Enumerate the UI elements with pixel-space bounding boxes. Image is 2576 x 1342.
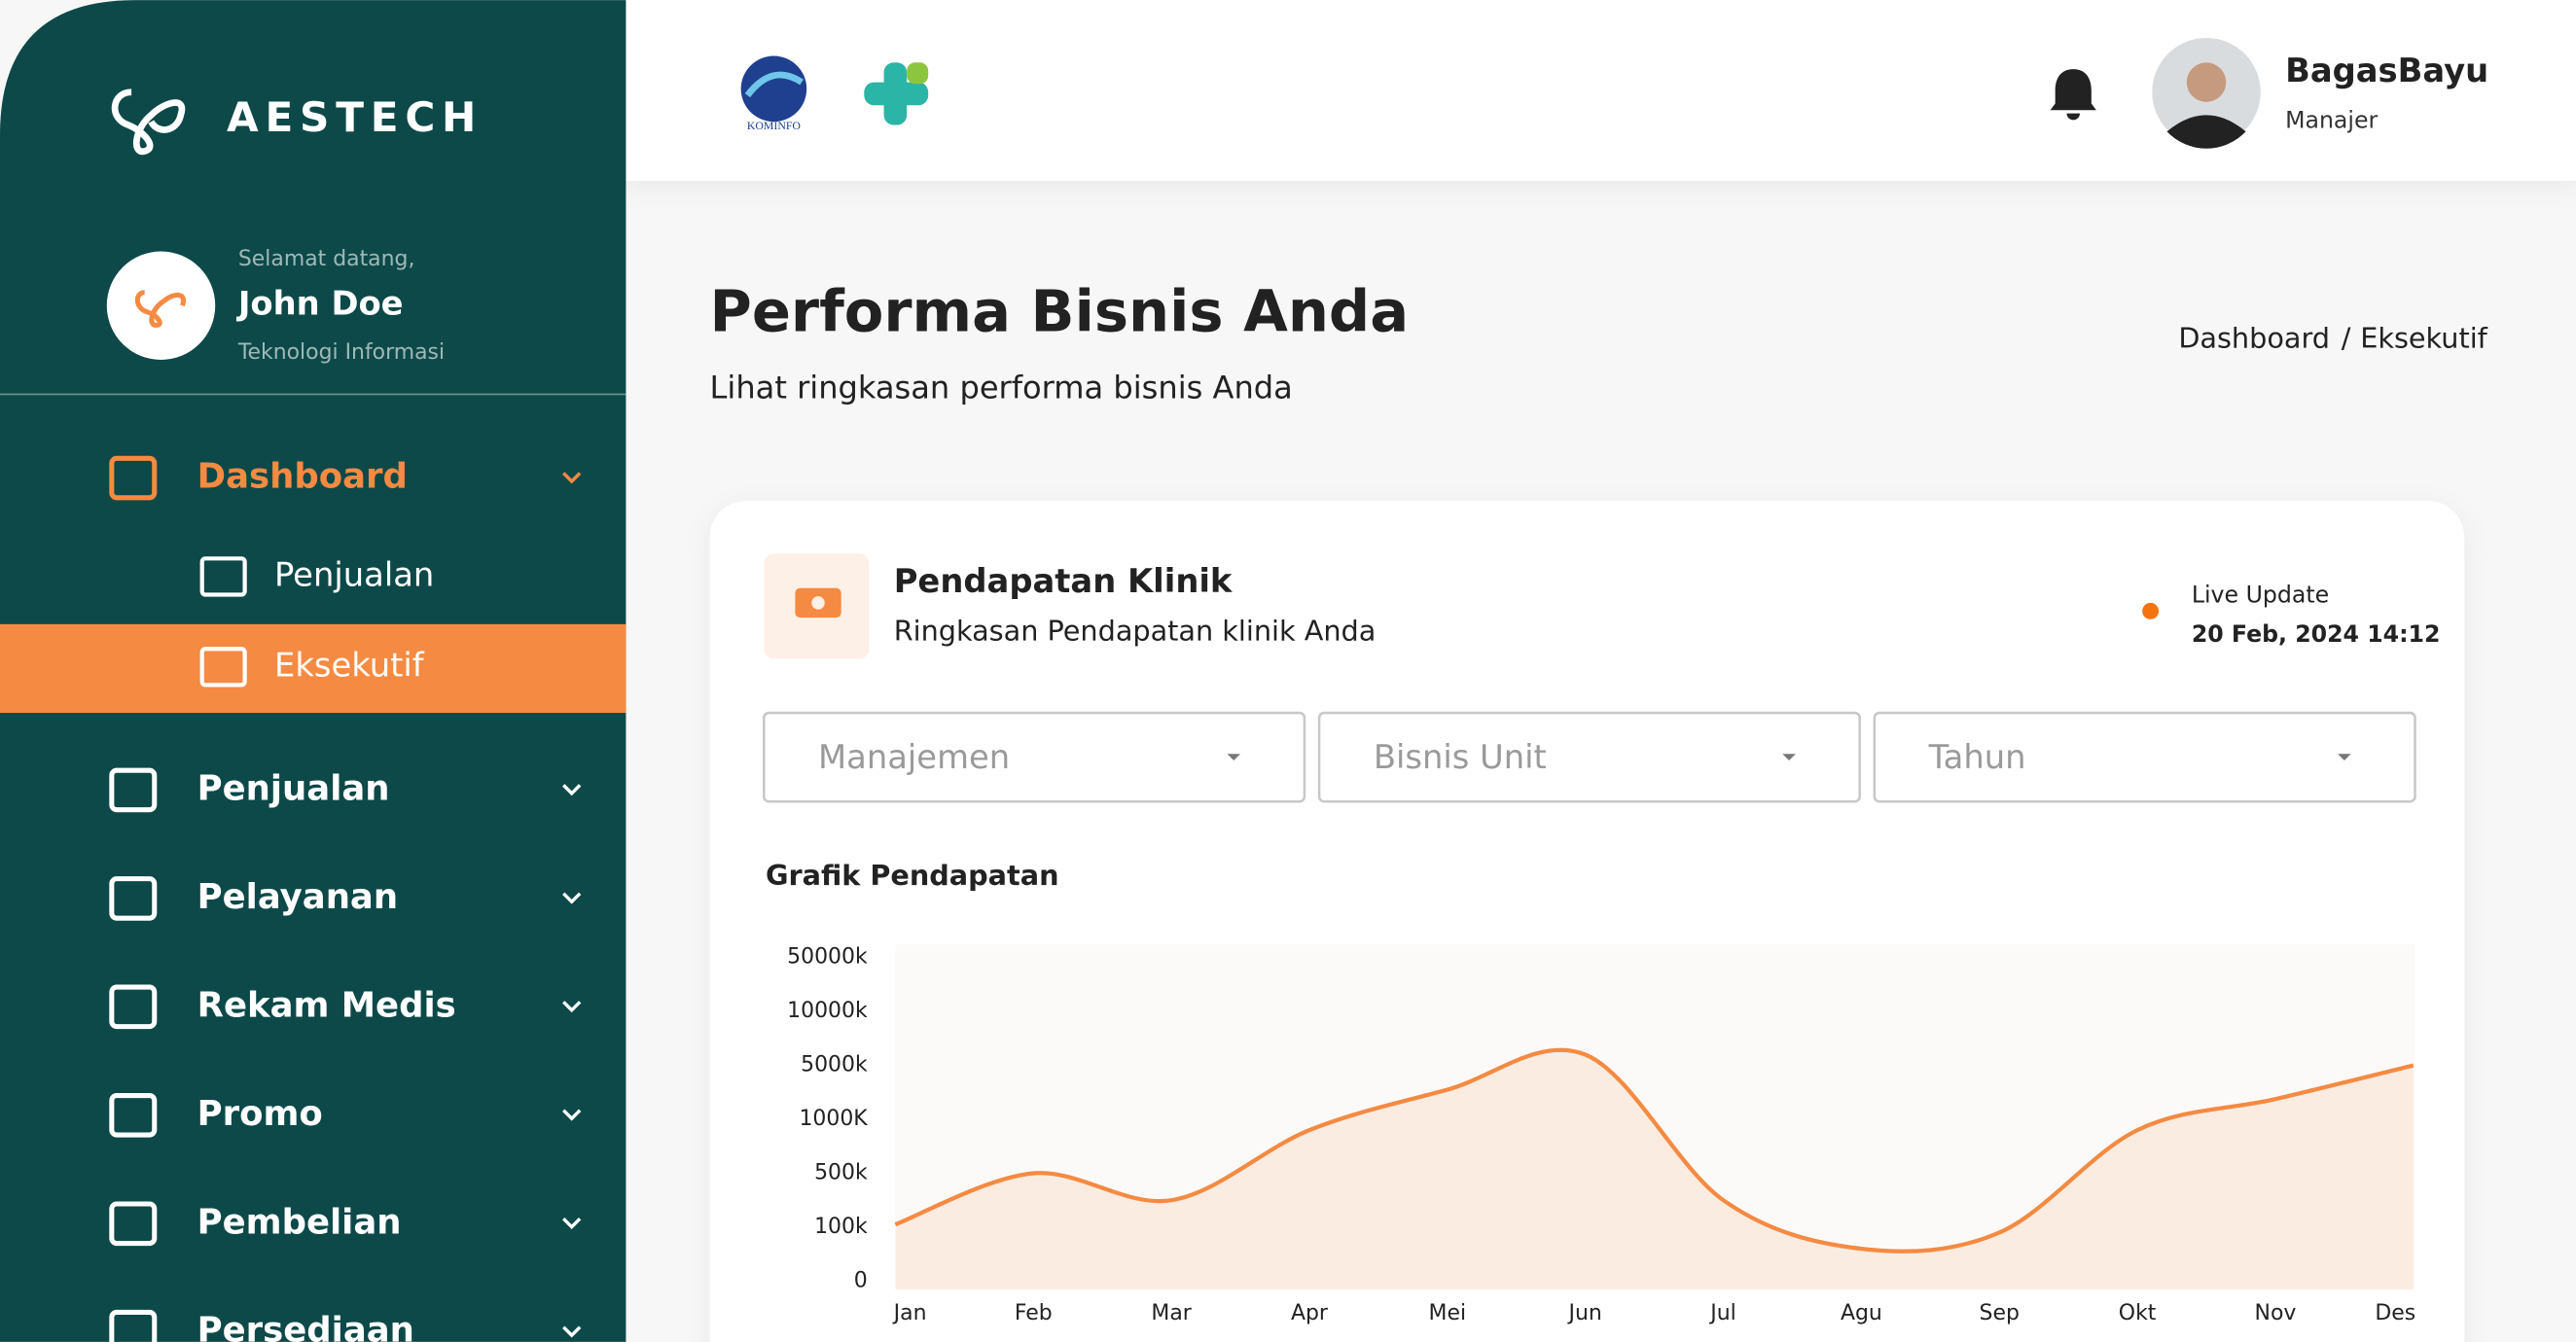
kominfo-text: KOMINFO bbox=[747, 119, 802, 132]
menu-icon bbox=[109, 876, 158, 921]
filter-placeholder: Manajemen bbox=[818, 738, 1010, 776]
active-menu-highlight bbox=[0, 623, 626, 714]
y-tick-label: 50000k bbox=[787, 945, 868, 970]
filter-placeholder: Tahun bbox=[1928, 738, 2026, 776]
chart-title: Grafik Pendapatan bbox=[766, 859, 1059, 892]
y-tick-label: 100k bbox=[814, 1215, 868, 1239]
x-tick-label: Feb bbox=[1015, 1301, 1053, 1325]
area-fill bbox=[895, 1049, 2414, 1289]
y-tick-label: 500k bbox=[814, 1160, 868, 1184]
menu: Dashboard Penjualan Eksekutif Penjualan Pela… bbox=[109, 455, 582, 1342]
filter-dropdown[interactable] bbox=[1317, 711, 1861, 803]
x-tick-label: Jan bbox=[892, 1301, 927, 1325]
chevron bbox=[562, 472, 582, 484]
x-tick-label: Nov bbox=[2255, 1301, 2297, 1325]
menu-item[interactable]: Pembelian bbox=[197, 1202, 402, 1242]
dropdown-caret bbox=[1782, 754, 1796, 761]
menu-icon bbox=[109, 984, 158, 1030]
dropdown-caret bbox=[1227, 754, 1241, 761]
chevron bbox=[562, 1218, 582, 1230]
plot-area bbox=[895, 944, 2415, 1289]
page-subtitle: Lihat ringkasan performa bisnis Anda bbox=[710, 369, 1293, 406]
chevron bbox=[562, 892, 582, 904]
chart: 0 100k 500k 1000K 5000k 10000k 50000k Jan Feb Mar… bbox=[787, 945, 2415, 1325]
filter-dropdown[interactable] bbox=[1873, 711, 2416, 803]
submenu-item[interactable]: Penjualan bbox=[274, 555, 434, 593]
brand-name: AESTECH bbox=[227, 93, 483, 141]
filter-placeholder: Bisnis Unit bbox=[1374, 738, 1547, 776]
menu-item[interactable]: Persediaan bbox=[197, 1311, 414, 1342]
greeting: Selamat datang, bbox=[238, 247, 415, 271]
brand-icon bbox=[111, 88, 186, 155]
menu-item[interactable]: Dashboard bbox=[197, 457, 408, 497]
timestamp: 20 Feb, 2024 14:12 bbox=[2192, 620, 2441, 648]
avatar-face bbox=[2186, 62, 2227, 102]
health-logo bbox=[864, 62, 929, 125]
submenu-icon bbox=[199, 556, 247, 597]
y-tick-label: 5000k bbox=[801, 1053, 868, 1077]
department: Teknologi Informasi bbox=[237, 340, 445, 365]
page-title: Performa Bisnis Anda bbox=[710, 277, 1410, 344]
submenu-item[interactable]: Eksekutif bbox=[274, 646, 425, 684]
menu-item[interactable]: Penjualan bbox=[197, 768, 390, 808]
card-title: Pendapatan Klinik bbox=[894, 562, 1234, 600]
x-tick-label: Okt bbox=[2119, 1301, 2157, 1325]
menu-icon bbox=[109, 1093, 158, 1138]
x-tick-label: Jun bbox=[1567, 1301, 1602, 1325]
breadcrumb-separator: / bbox=[2342, 322, 2351, 355]
x-tick-label: Agu bbox=[1841, 1301, 1882, 1325]
live-indicator bbox=[2142, 602, 2160, 619]
kominfo-swoosh bbox=[744, 71, 804, 98]
y-tick-label: 1000K bbox=[799, 1107, 868, 1131]
submenu-icon bbox=[199, 647, 247, 688]
breadcrumb-item[interactable]: Dashboard bbox=[2178, 322, 2330, 355]
area-line bbox=[894, 1047, 2415, 1254]
menu-icon bbox=[109, 767, 158, 813]
menu-icon bbox=[109, 455, 158, 501]
chevron bbox=[562, 1325, 582, 1338]
menu-item[interactable]: Rekam Medis bbox=[197, 985, 456, 1025]
chevron bbox=[562, 1001, 582, 1013]
card-subtitle: Ringkasan Pendapatan klinik Anda bbox=[894, 614, 1377, 647]
y-tick-label: 10000k bbox=[787, 999, 868, 1023]
x-tick-label: Des bbox=[2375, 1301, 2415, 1325]
dropdown-caret bbox=[2338, 754, 2351, 761]
chevron bbox=[562, 1109, 582, 1121]
sidebar-user-name: John Doe bbox=[236, 285, 404, 323]
kominfo-logo bbox=[740, 55, 807, 123]
header-user-role: Manajer bbox=[2285, 107, 2378, 134]
header-user-name: BagasBayu bbox=[2285, 52, 2488, 89]
card-icon-coin bbox=[811, 596, 825, 610]
y-tick-label: 0 bbox=[854, 1268, 868, 1292]
notification-bell[interactable] bbox=[2050, 69, 2096, 121]
menu-item[interactable]: Pelayanan bbox=[197, 877, 398, 917]
menu-icon bbox=[109, 1201, 158, 1247]
menu-item[interactable]: Promo bbox=[197, 1094, 323, 1134]
x-tick-label: Sep bbox=[1980, 1301, 2020, 1325]
status: Live Update bbox=[2192, 582, 2329, 609]
filter-dropdown[interactable] bbox=[763, 711, 1306, 803]
x-tick-label: Apr bbox=[1291, 1301, 1329, 1325]
x-tick-label: Mei bbox=[1429, 1301, 1467, 1325]
x-tick-label: Mar bbox=[1151, 1301, 1192, 1325]
avatar-body bbox=[2166, 115, 2246, 149]
chevron bbox=[562, 784, 582, 796]
breadcrumb-item: Eksekutif bbox=[2360, 322, 2487, 355]
x-tick-label: Jul bbox=[1708, 1301, 1735, 1325]
user-avatar-icon bbox=[134, 290, 187, 329]
filters: Manajemen Bisnis Unit Tahun bbox=[763, 711, 2416, 803]
menu-icon bbox=[109, 1309, 158, 1342]
